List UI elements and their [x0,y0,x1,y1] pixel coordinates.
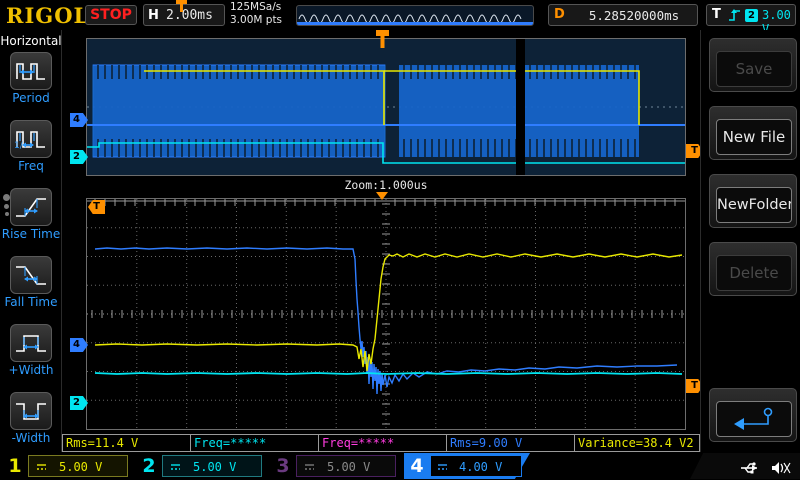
sample-rate: 125MSa/s [230,1,282,13]
dc-coupling-icon [305,464,314,470]
measure-item-0[interactable]: Rms=11.4 V [62,434,192,452]
horizontal-timebase-box[interactable]: H 2.00ms [143,4,225,26]
menu-label-period: Period [12,91,50,105]
top-status-bar: RIGOL STOP H 2.00ms 125MSa/s 3.00M pts D… [0,0,800,36]
upper-trigger-position-marker[interactable] [376,30,389,48]
horizontal-label: H [148,8,159,23]
channel-1-scale: 5.00 V [59,460,103,474]
dc-coupling-icon [438,464,447,470]
trigger-label: T [712,7,721,22]
rigol-logo: RIGOL [6,3,90,28]
delay-value: 5.28520000ms [588,8,680,23]
measure-item-1[interactable]: Freq=***** [190,434,320,452]
positive-width-measure-icon [10,324,52,362]
channel-1-number[interactable]: 1 [8,455,22,477]
run-stop-status[interactable]: STOP [85,5,137,25]
menu-item-rise-time[interactable]: Rise Time [0,188,62,241]
channel-2-scale: 5.00 V [193,460,237,474]
channel-3-panel[interactable]: 5.00 V [296,455,396,477]
zoom-waveform-canvas [87,199,685,429]
trigger-source: 2 [745,9,758,22]
system-tray [738,457,794,476]
channel-3-number[interactable]: 3 [276,455,290,477]
menu-button-back[interactable] [709,388,797,442]
zoom-ch4-marker[interactable]: 4 [70,338,88,352]
memory-depth: 3.00M pts [230,14,283,26]
menu-label-neg-width: -Width [11,431,51,445]
speaker-muted-icon[interactable] [770,460,794,476]
measure-item-3[interactable]: Rms=9.00 V [446,434,576,452]
period-measure-icon [10,52,52,90]
trigger-box[interactable]: T 2 3.00 V [706,4,796,36]
measurement-bar: Rms=11.4 V Freq=***** Freq=***** Rms=9.0… [62,434,700,452]
zoom-timebase-label: Zoom:1.000us [344,178,428,192]
menu-item-pos-width[interactable]: +Width [0,324,62,377]
save-button-label: Save [716,51,792,87]
fall-time-measure-icon [10,256,52,294]
channel-4-scale: 4.00 V [459,460,503,474]
channel-2-box[interactable]: 2 5.00 V [136,453,262,479]
zoom-trigger-position-marker[interactable] [376,192,388,200]
channel-4-panel[interactable]: 4.00 V [430,455,522,477]
rise-time-measure-icon [10,188,52,226]
scroll-dots [3,194,10,219]
bottom-channel-bar: 1 5.00 V 2 5.00 V 3 [0,452,800,480]
sample-info: 125MSa/s 3.00M pts [230,1,292,27]
channel-4-box[interactable]: 4 4.00 V [404,453,534,479]
minimap-trigger-marker [176,0,187,12]
measure-item-2[interactable]: Freq=***** [318,434,448,452]
right-function-menu: Save Save New File NewFolder Delete [700,30,800,452]
dc-coupling-icon [37,464,46,470]
channel-2-number[interactable]: 2 [142,455,156,477]
menu-button-new-file[interactable]: New File [709,106,797,160]
menu-item-freq[interactable]: 1/ Freq [0,120,62,173]
menu-label-freq: Freq [18,159,44,173]
upper-ch2-marker[interactable]: 2 [70,150,88,164]
delete-button-label: Delete [716,255,792,291]
menu-label-rise-time: Rise Time [1,227,61,241]
minimap-waveform [297,14,533,25]
horizontal-value: 2.00ms [166,8,213,23]
delay-box[interactable]: D 5.28520000ms [548,4,698,26]
zoom-trigger-right-marker[interactable]: T [686,379,703,393]
menu-item-period[interactable]: Period [0,52,62,105]
return-arrow-icon [716,401,792,437]
new-folder-button-label: NewFolder [716,187,792,223]
channel-2-panel[interactable]: 5.00 V [162,455,262,477]
main-waveform-canvas [87,39,685,175]
upper-trigger-marker[interactable]: T [686,144,703,158]
menu-button-save[interactable]: Save [709,38,797,92]
measure-item-4[interactable]: Variance=38.4 V2 [574,434,700,452]
usb-icon[interactable] [738,460,762,476]
upper-ch4-marker[interactable]: 4 [70,113,88,127]
channel-1-box[interactable]: 1 5.00 V [2,453,128,479]
dc-coupling-icon [171,464,180,470]
channel-3-box[interactable]: 3 5.00 V [270,453,396,479]
main-waveform-display[interactable] [86,38,686,176]
menu-item-neg-width[interactable]: -Width [0,392,62,445]
svg-text:1/: 1/ [14,141,24,151]
channel-1-panel[interactable]: 5.00 V [28,455,128,477]
negative-width-measure-icon [10,392,52,430]
frequency-measure-icon: 1/ [10,120,52,158]
menu-item-fall-time[interactable]: Fall Time [0,256,62,309]
left-menu-title: Horizontal [0,34,62,48]
zoom-ch2-marker[interactable]: 2 [70,396,88,410]
menu-button-new-folder[interactable]: NewFolder [709,174,797,228]
channel-4-number[interactable]: 4 [410,455,424,477]
channel-3-scale: 5.00 V [327,460,371,474]
rising-edge-icon [729,9,740,21]
menu-label-fall-time: Fall Time [4,295,58,309]
menu-label-pos-width: +Width [8,363,54,377]
trigger-level: 3.00 V [762,8,791,36]
zoom-waveform-display[interactable] [86,198,686,430]
delay-label: D [554,7,565,22]
zoom-trigger-left-marker[interactable]: T [88,200,105,214]
left-measure-menu: Horizontal Period 1/ [0,30,62,452]
new-file-button-label: New File [716,119,792,155]
waveform-minimap[interactable] [296,5,534,26]
menu-button-delete[interactable]: Delete [709,242,797,296]
